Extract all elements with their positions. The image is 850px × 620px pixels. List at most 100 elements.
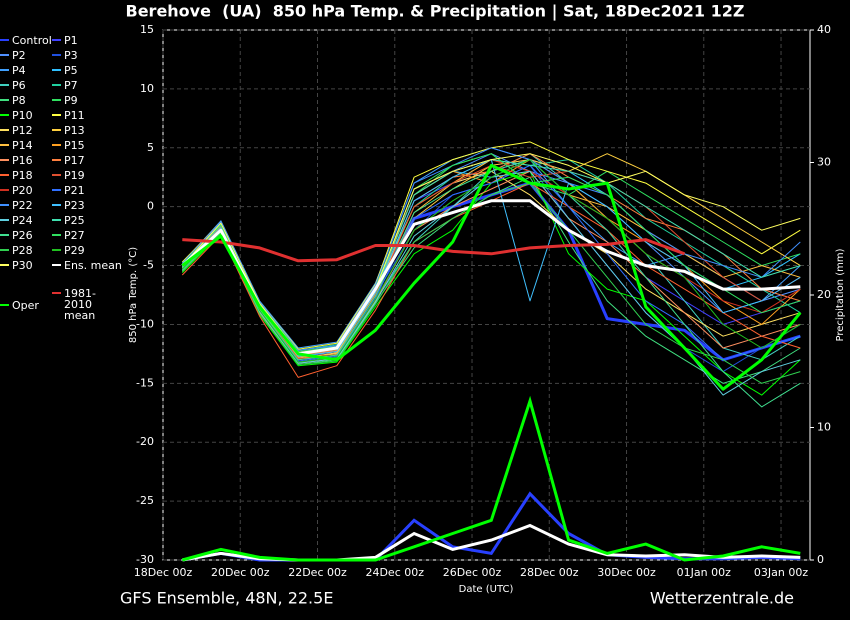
legend-item: P4 (0, 65, 70, 76)
y-tick-label: 5 (147, 141, 154, 154)
y2-tick-label: 10 (817, 421, 831, 434)
legend-item: Oper (0, 300, 70, 311)
temp-line (181, 163, 802, 391)
legend-swatch (0, 54, 9, 56)
legend-item: P18 (0, 170, 70, 181)
x-tick-label: 03Jan 00z (754, 566, 808, 579)
legend-swatch (52, 174, 61, 176)
chart-title: Berehove (UA) 850 hPa Temp. & Precipitat… (126, 2, 745, 22)
precip-line (181, 395, 801, 562)
legend-item: P12 (0, 125, 70, 136)
legend-swatch (0, 129, 9, 131)
legend-swatch (52, 69, 61, 71)
y-tick-label: 0 (147, 200, 154, 213)
x-tick-label: 18Dec 00z (134, 566, 193, 579)
legend-swatch (52, 234, 61, 236)
legend-swatch (52, 84, 61, 86)
y-tick-label: 15 (140, 23, 154, 36)
y-tick-label: -5 (143, 259, 154, 272)
legend-item: P10 (0, 110, 70, 121)
legend-swatch (0, 264, 9, 266)
legend-item: P9 (52, 95, 122, 106)
legend-label: P25 (64, 214, 85, 227)
y2-tick-label: 20 (817, 288, 831, 301)
y2-tick-label: 30 (817, 156, 831, 169)
y-tick-label: 10 (140, 82, 154, 95)
legend-item: P22 (0, 200, 70, 211)
footer-left: GFS Ensemble, 48N, 22.5E (120, 589, 333, 608)
x-tick-label: 28Dec 00z (520, 566, 579, 579)
legend-label: P12 (12, 124, 33, 137)
legend-swatch (0, 144, 9, 146)
legend-item: P13 (52, 125, 122, 136)
legend-label: P14 (12, 139, 33, 152)
legend-item: P24 (0, 215, 70, 226)
legend-item: P15 (52, 140, 122, 151)
legend-item: P23 (52, 200, 122, 211)
legend-swatch (0, 189, 9, 191)
legend-item: P8 (0, 95, 70, 106)
legend-item: P29 (52, 245, 122, 256)
legend-item: P20 (0, 185, 70, 196)
legend-label: Ens. mean (64, 259, 122, 272)
legend-swatch (0, 249, 9, 251)
legend-item: P16 (0, 155, 70, 166)
legend-swatch (0, 99, 9, 101)
legend-label: P16 (12, 154, 33, 167)
legend-item: P1 (52, 35, 122, 46)
legend-item: P3 (52, 50, 122, 61)
legend-item: P17 (52, 155, 122, 166)
legend-item: P2 (0, 50, 70, 61)
x-tick-label: 01Jan 00z (677, 566, 731, 579)
legend-item: P5 (52, 65, 122, 76)
y2-tick-label: 0 (817, 553, 824, 566)
legend-swatch (52, 249, 61, 251)
legend-swatch (52, 264, 61, 266)
legend-label: 1981-2010 mean (64, 287, 96, 322)
legend-item: Control (0, 35, 70, 46)
legend-label: Control (12, 34, 52, 47)
legend-label: P7 (64, 79, 78, 92)
legend-label: P10 (12, 109, 33, 122)
temp-line (181, 159, 801, 408)
legend-swatch (52, 144, 61, 146)
legend-label: P1 (64, 34, 78, 47)
legend-item: P26 (0, 230, 70, 241)
temp-line (181, 182, 801, 384)
legend-label: P18 (12, 169, 33, 182)
legend-label: P23 (64, 199, 85, 212)
legend-label: P27 (64, 229, 85, 242)
legend-label: P22 (12, 199, 33, 212)
legend-swatch (52, 292, 61, 294)
legend-label: P11 (64, 109, 85, 122)
legend-label: Oper (12, 299, 39, 312)
plot-area (162, 29, 811, 561)
legend-swatch (0, 114, 9, 116)
x-axis-label: Date (UTC) (459, 584, 514, 595)
x-tick-label: 20Dec 00z (211, 566, 270, 579)
legend-swatch (0, 174, 9, 176)
legend-swatch (52, 39, 61, 41)
legend-label: P15 (64, 139, 85, 152)
y-axis-label: 850 hPa Temp. (°C) (128, 247, 139, 343)
y-tick-label: -30 (136, 553, 154, 566)
legend-swatch (52, 129, 61, 131)
legend-item: Ens. mean (52, 260, 122, 271)
legend-swatch (0, 219, 9, 221)
legend-item: P28 (0, 245, 70, 256)
legend-item: P27 (52, 230, 122, 241)
legend-item: P25 (52, 215, 122, 226)
y-tick-label: -15 (136, 376, 154, 389)
legend-swatch (52, 114, 61, 116)
legend-label: P6 (12, 79, 26, 92)
legend-label: P30 (12, 259, 33, 272)
legend-item: P11 (52, 110, 122, 121)
y2-tick-label: 40 (817, 23, 831, 36)
legend-label: P3 (64, 49, 78, 62)
legend-label: P20 (12, 184, 33, 197)
legend-item: P21 (52, 185, 122, 196)
legend-label: P21 (64, 184, 85, 197)
legend-label: P9 (64, 94, 78, 107)
y2-axis-label: Precipitation (mm) (835, 248, 846, 341)
